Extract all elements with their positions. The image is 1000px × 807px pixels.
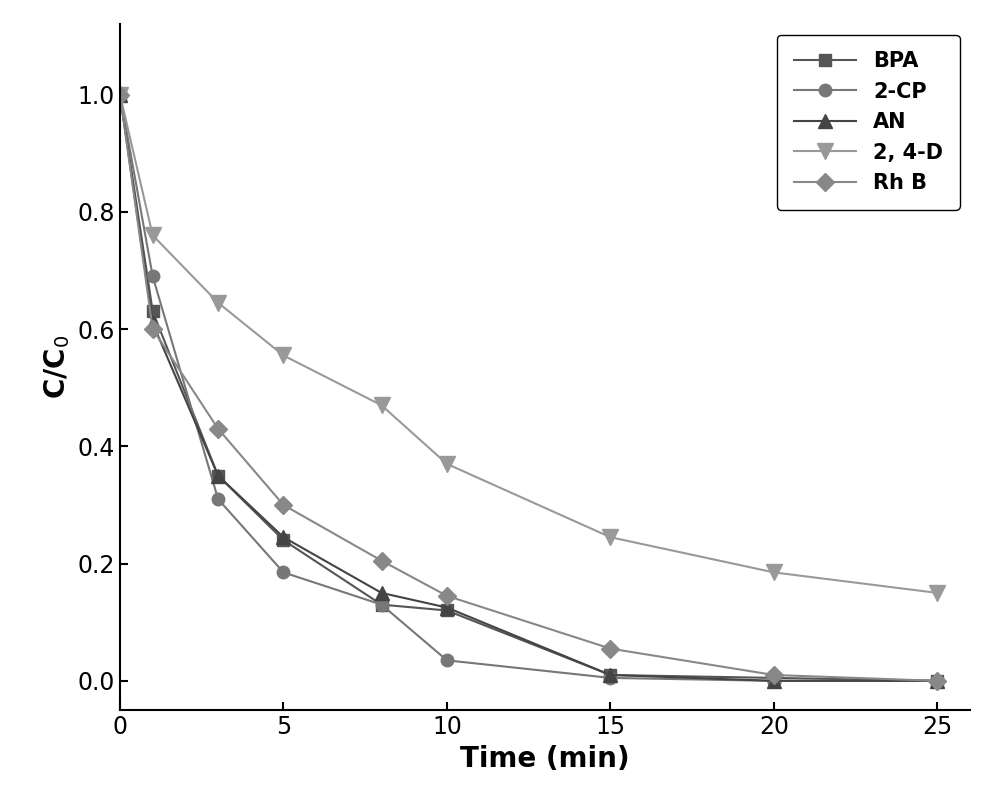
Rh B [376,556,388,566]
BPA [768,673,780,683]
BPA [604,670,616,679]
2-CP [114,90,126,99]
AN [604,670,616,679]
Line: Rh B: Rh B [114,88,944,687]
Line: 2-CP: 2-CP [114,88,944,687]
2-CP [147,271,159,281]
X-axis label: Time (min): Time (min) [460,745,630,772]
2, 4-D [147,231,159,240]
Rh B [604,644,616,654]
2-CP [376,600,388,609]
BPA [277,535,289,545]
2, 4-D [376,400,388,410]
2, 4-D [212,298,224,307]
AN [768,676,780,686]
Rh B [441,591,453,600]
AN [277,533,289,542]
2-CP [212,494,224,504]
Rh B [277,500,289,510]
2, 4-D [604,533,616,542]
2, 4-D [931,588,943,598]
Line: AN: AN [113,88,944,688]
2, 4-D [277,350,289,360]
AN [114,90,126,99]
2, 4-D [768,567,780,577]
Rh B [931,676,943,686]
Y-axis label: C/C$_0$: C/C$_0$ [42,335,72,399]
Legend: BPA, 2-CP, AN, 2, 4-D, Rh B: BPA, 2-CP, AN, 2, 4-D, Rh B [777,35,960,210]
2, 4-D [114,90,126,99]
Line: 2, 4-D: 2, 4-D [112,87,945,600]
2-CP [768,676,780,686]
Rh B [768,670,780,679]
BPA [441,605,453,615]
2-CP [441,655,453,665]
2-CP [604,673,616,683]
Rh B [114,90,126,99]
BPA [931,676,943,686]
BPA [114,90,126,99]
AN [212,470,224,480]
2-CP [931,676,943,686]
AN [931,676,943,686]
BPA [147,307,159,316]
Rh B [147,324,159,334]
AN [376,588,388,598]
2, 4-D [441,459,453,469]
Line: BPA: BPA [114,88,944,687]
AN [147,319,159,328]
2-CP [277,567,289,577]
Rh B [212,424,224,433]
BPA [376,600,388,609]
AN [441,603,453,613]
BPA [212,470,224,480]
